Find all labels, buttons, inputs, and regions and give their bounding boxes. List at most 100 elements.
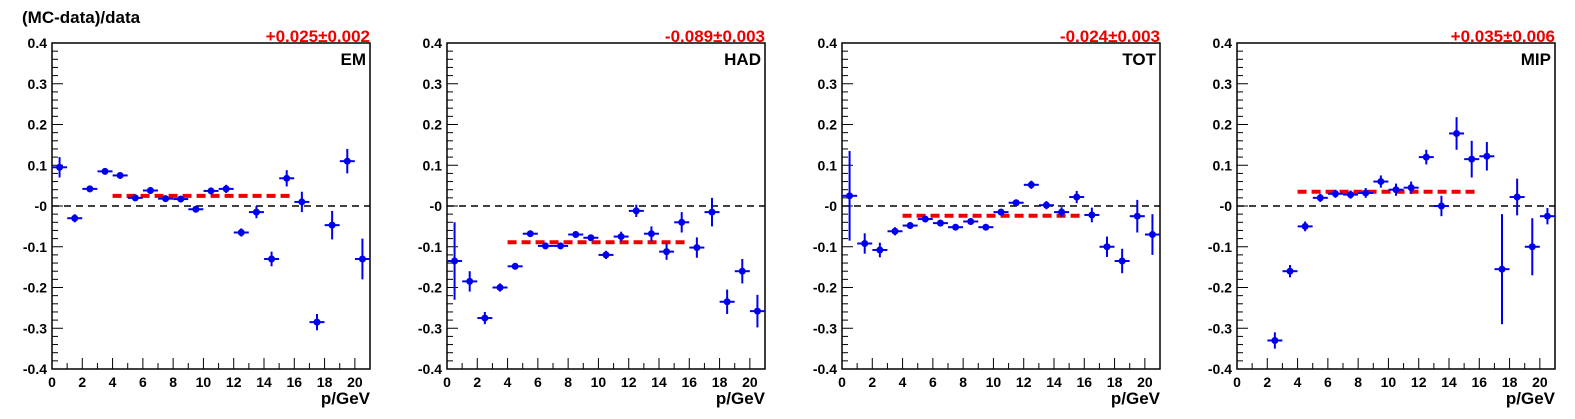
point-marker xyxy=(466,277,474,285)
data-point xyxy=(447,222,463,300)
data-point xyxy=(1494,214,1510,325)
x-axis-title: p/GeV xyxy=(1506,389,1556,408)
x-tick-label: 16 xyxy=(1471,374,1487,390)
data-point xyxy=(613,231,629,242)
data-point xyxy=(719,289,735,314)
data-point xyxy=(628,204,644,218)
y-tick-label: -0.4 xyxy=(1208,361,1232,377)
data-point xyxy=(963,217,979,225)
y-tick-label: -0.3 xyxy=(23,320,47,336)
x-tick-label: 0 xyxy=(1233,374,1241,390)
data-point xyxy=(1388,183,1404,196)
y-tick-label: -0.1 xyxy=(1208,239,1232,255)
point-marker xyxy=(511,262,519,270)
panel-had: -0.4 -0.3 -0.2 -0.1 -0 0.1 0.2 0.3 0.4 0 2 4 6 8 10 12 1… xyxy=(418,27,766,408)
point-marker xyxy=(678,218,686,226)
data-point xyxy=(734,258,750,284)
point-marker xyxy=(846,192,854,200)
x-tick-label: 6 xyxy=(929,374,937,390)
point-marker xyxy=(647,230,655,238)
x-tick-label: 8 xyxy=(959,374,967,390)
point-marker xyxy=(56,163,64,171)
data-point xyxy=(67,214,83,223)
x-tick-label: 20 xyxy=(1137,374,1153,390)
point-marker xyxy=(1513,193,1521,201)
data-point xyxy=(462,271,478,292)
x-tick-label: 18 xyxy=(1107,374,1123,390)
y-tick-label: -0.1 xyxy=(23,239,47,255)
data-point xyxy=(507,262,523,270)
y-tick-label: 0.4 xyxy=(423,35,443,51)
point-marker xyxy=(1437,202,1445,210)
point-marker xyxy=(1133,212,1141,220)
data-point xyxy=(842,150,858,241)
point-marker xyxy=(663,248,671,256)
data-point xyxy=(1358,188,1374,198)
data-point xyxy=(932,219,948,227)
data-point xyxy=(857,233,873,254)
data-point xyxy=(643,226,659,242)
point-marker xyxy=(1058,208,1066,216)
x-tick-label: 16 xyxy=(286,374,302,390)
point-marker xyxy=(1543,212,1551,220)
data-point xyxy=(97,167,113,175)
point-marker xyxy=(268,255,276,263)
data-point xyxy=(173,195,189,203)
point-marker xyxy=(693,244,701,252)
x-tick-label: 8 xyxy=(1354,374,1362,390)
data-point xyxy=(887,227,903,236)
x-tick-label: 10 xyxy=(591,374,607,390)
point-marker xyxy=(1103,243,1111,251)
point-marker xyxy=(162,195,170,203)
x-tick-label: 8 xyxy=(169,374,177,390)
point-marker xyxy=(1347,191,1355,199)
data-point xyxy=(218,184,234,193)
data-point xyxy=(1054,207,1070,218)
data-point xyxy=(553,242,569,250)
y-tick-label: -0.2 xyxy=(418,280,442,296)
x-tick-label: 6 xyxy=(1324,374,1332,390)
data-point xyxy=(492,283,508,292)
y-tick-label: -0.4 xyxy=(418,361,442,377)
y-tick-label: 0.4 xyxy=(818,35,838,51)
data-point xyxy=(917,215,933,223)
data-point xyxy=(1479,142,1495,171)
data-point xyxy=(948,223,964,231)
point-marker xyxy=(1301,222,1309,230)
x-tick-label: 4 xyxy=(1294,374,1302,390)
fit-result: +0.035±0.006 xyxy=(1451,27,1555,46)
y-tick-label: 0.1 xyxy=(423,157,443,173)
data-point xyxy=(1144,214,1160,255)
data-point xyxy=(749,294,765,328)
data-point xyxy=(598,250,614,259)
y-tick-label: -0.3 xyxy=(813,320,837,336)
data-point xyxy=(1524,218,1540,276)
panel-label: HAD xyxy=(724,50,761,69)
y-tick-label: 0.1 xyxy=(1213,157,1233,173)
x-tick-label: 14 xyxy=(1441,374,1457,390)
data-point xyxy=(1373,175,1389,188)
panel-label: EM xyxy=(341,50,367,69)
data-point xyxy=(354,238,370,280)
y-tick-label: 0.4 xyxy=(1213,35,1233,51)
point-marker xyxy=(101,167,109,175)
point-marker xyxy=(252,208,260,216)
point-marker xyxy=(131,194,139,202)
y-tick-label: 0.2 xyxy=(818,117,838,133)
x-tick-label: 12 xyxy=(1016,374,1032,390)
point-marker xyxy=(753,307,761,315)
data-point xyxy=(1023,180,1039,189)
data-point xyxy=(127,194,143,202)
data-point xyxy=(1084,207,1100,223)
x-tick-label: 20 xyxy=(1532,374,1548,390)
point-marker xyxy=(358,255,366,263)
point-marker xyxy=(906,222,914,230)
data-point xyxy=(583,234,599,242)
data-point xyxy=(82,185,98,193)
data-point xyxy=(1464,140,1480,178)
point-marker xyxy=(146,187,154,195)
x-axis-title: p/GeV xyxy=(321,389,371,408)
point-marker xyxy=(1027,181,1035,189)
data-point xyxy=(993,208,1009,216)
point-marker xyxy=(1073,193,1081,201)
